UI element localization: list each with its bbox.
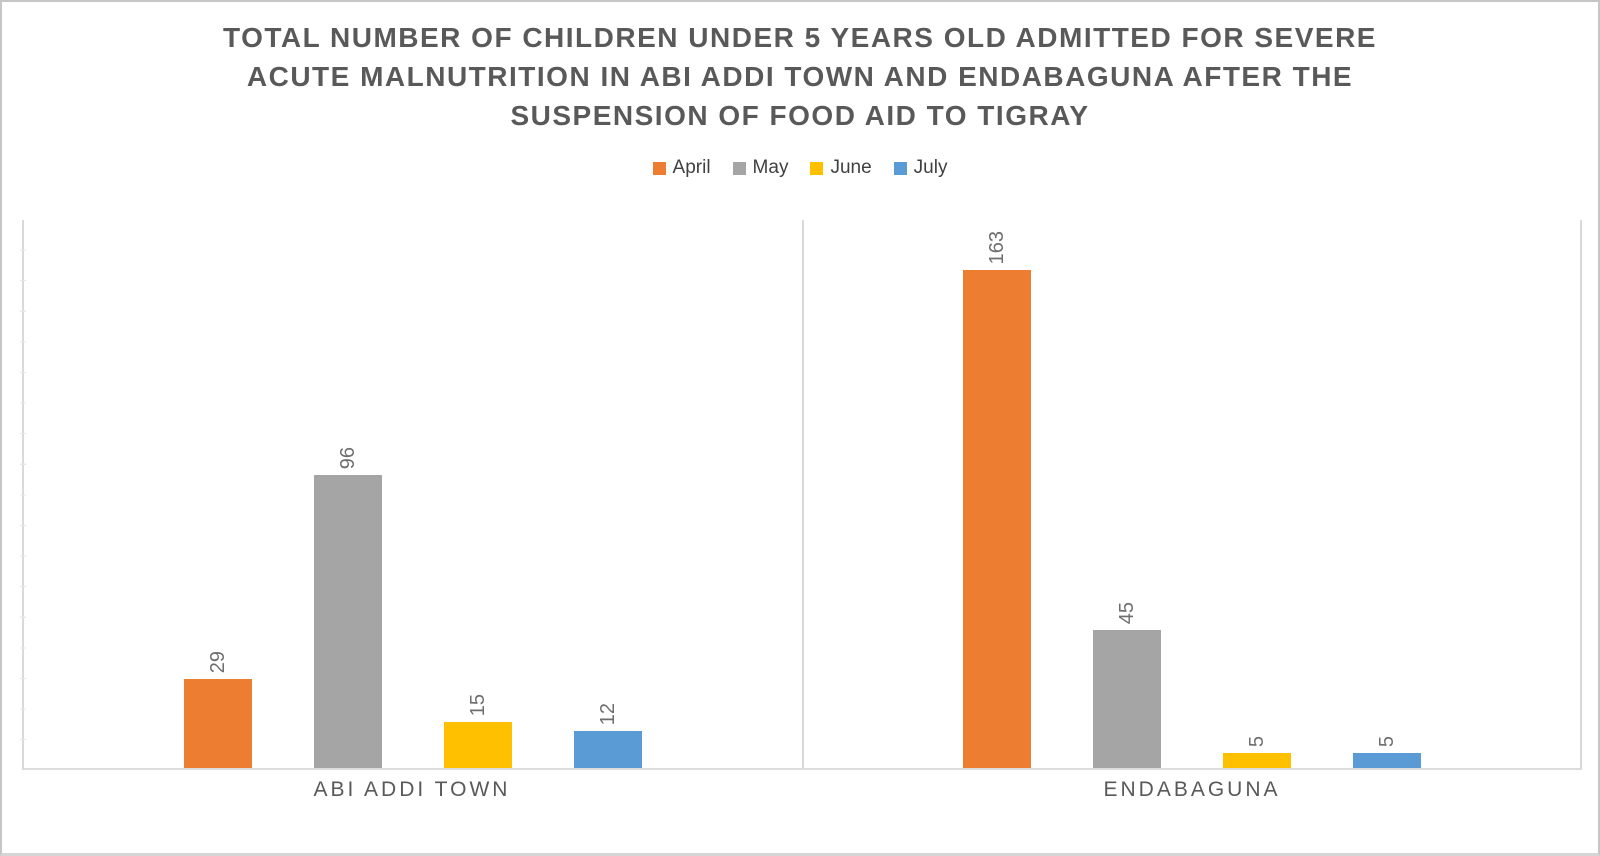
data-label-wrap: 5 <box>1223 736 1291 747</box>
data-label: 96 <box>336 446 359 469</box>
data-label-wrap: 45 <box>1093 602 1161 624</box>
legend-item-may: May <box>732 157 789 179</box>
bar-rect <box>1093 630 1161 768</box>
data-label: 15 <box>466 693 489 716</box>
category-group-endabaguna: 163 45 5 5 <box>802 220 1580 768</box>
data-label-wrap: 29 <box>184 651 252 673</box>
bar-july-abi-addi-town: 12 <box>574 703 642 768</box>
data-label-wrap: 12 <box>574 703 642 725</box>
data-label: 29 <box>206 650 229 673</box>
data-label-wrap: 5 <box>1353 736 1421 747</box>
data-label-wrap: 163 <box>963 231 1031 264</box>
bar-may-abi-addi-town: 96 <box>314 447 382 768</box>
bar-june-endabaguna: 5 <box>1223 736 1291 768</box>
category-group-abi-addi-town: 29 96 15 12 <box>24 220 802 768</box>
chart-title-line-2: ACUTE MALNUTRITION IN ABI ADDI TOWN AND … <box>246 61 1354 92</box>
bar-rect <box>574 731 642 768</box>
bar-rect <box>1223 753 1291 768</box>
bar-rect <box>444 722 512 768</box>
legend-item-july: July <box>893 157 948 179</box>
bar-may-endabaguna: 45 <box>1093 602 1161 768</box>
bar-rect <box>963 270 1031 768</box>
legend-label: June <box>830 157 872 178</box>
category-label-abi-addi-town: ABI ADDI TOWN <box>313 778 511 801</box>
data-label-wrap: 96 <box>314 447 382 469</box>
chart-title-line-1: TOTAL NUMBER OF CHILDREN UNDER 5 YEARS O… <box>223 22 1377 53</box>
category-axis: ABI ADDI TOWN ENDABAGUNA <box>22 778 1582 802</box>
legend-swatch-icon <box>893 161 907 175</box>
data-label: 12 <box>596 702 619 725</box>
chart-title-line-3: SUSPENSION OF FOOD AID TO TIGRAY <box>510 100 1090 131</box>
plot-area: 29 96 15 12 163 45 5 5 <box>20 220 1582 770</box>
data-label-wrap: 15 <box>444 694 512 716</box>
legend-swatch-icon <box>732 161 746 175</box>
bar-rect <box>1353 753 1421 768</box>
legend-swatch-icon <box>652 161 666 175</box>
legend-label: April <box>672 157 711 178</box>
bar-april-endabaguna: 163 <box>963 231 1031 768</box>
bar-rect <box>314 475 382 768</box>
bar-rect <box>184 679 252 768</box>
legend-swatch-icon <box>810 161 824 175</box>
legend-label: May <box>752 157 789 178</box>
category-label-endabaguna: ENDABAGUNA <box>1103 778 1281 801</box>
legend-item-april: April <box>652 157 711 179</box>
data-label: 5 <box>1245 735 1268 747</box>
legend-label: July <box>913 157 948 178</box>
legend: April May June July <box>2 157 1598 179</box>
data-label: 5 <box>1375 735 1398 747</box>
bar-april-abi-addi-town: 29 <box>184 651 252 768</box>
bar-july-endabaguna: 5 <box>1353 736 1421 768</box>
chart-title: TOTAL NUMBER OF CHILDREN UNDER 5 YEARS O… <box>2 18 1598 135</box>
data-label: 45 <box>1115 601 1138 624</box>
bar-june-abi-addi-town: 15 <box>444 694 512 768</box>
legend-item-june: June <box>810 157 872 179</box>
data-label: 163 <box>985 230 1008 264</box>
